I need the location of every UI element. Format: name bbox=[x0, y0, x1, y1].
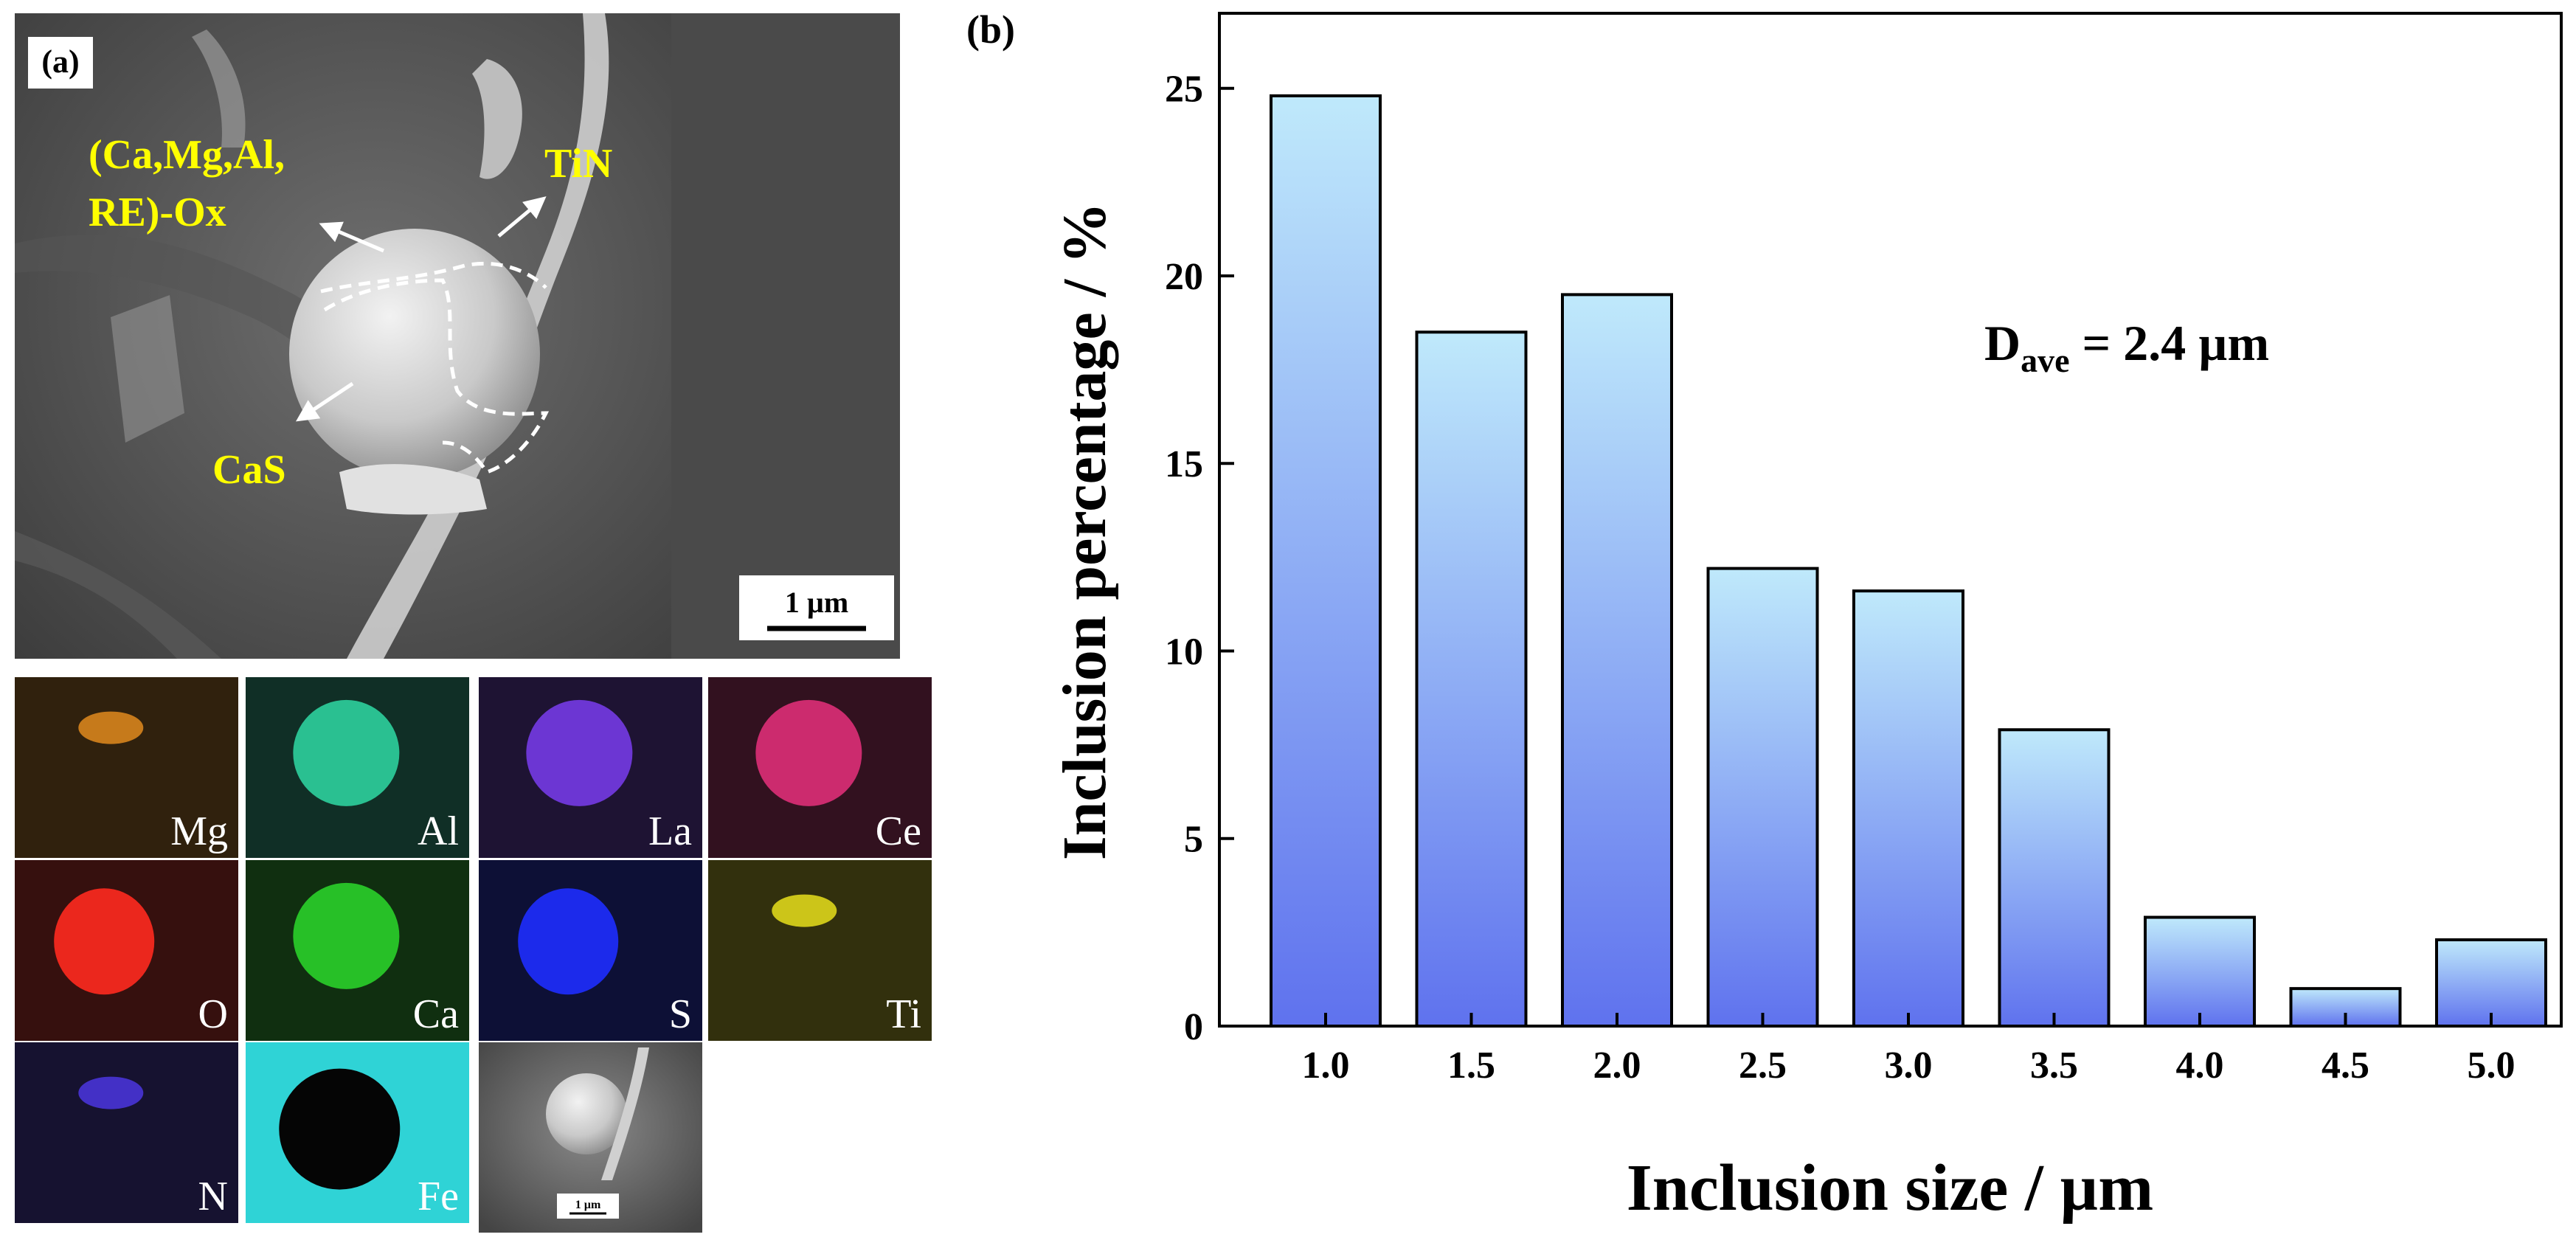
panel-a-label-box bbox=[28, 37, 93, 89]
y-tick-label: 20 bbox=[1165, 256, 1203, 298]
x-tick-label: 2.0 bbox=[1593, 1045, 1641, 1087]
x-tick-label: 5.0 bbox=[2468, 1045, 2516, 1087]
bar-2.5 bbox=[1706, 567, 1819, 1028]
map-label-s: S bbox=[669, 991, 692, 1037]
map-tile-al: Al bbox=[246, 677, 469, 858]
map-label-la: La bbox=[648, 808, 692, 854]
bar-1.0 bbox=[1270, 94, 1382, 1028]
map-label-n: N bbox=[198, 1174, 228, 1219]
x-tick-label: 1.0 bbox=[1302, 1045, 1350, 1087]
map-label-o: O bbox=[198, 991, 228, 1037]
map-tile-ti: Ti bbox=[708, 860, 932, 1041]
x-tick-label: 4.0 bbox=[2176, 1045, 2224, 1087]
y-tick-label: 15 bbox=[1165, 443, 1203, 485]
bars bbox=[1270, 94, 2547, 1028]
panel-b-label: (b) bbox=[966, 7, 1015, 52]
x-tick-label: 2.5 bbox=[1739, 1045, 1787, 1087]
map-tile-fe: Fe bbox=[246, 1042, 469, 1223]
y-tick-label: 0 bbox=[1184, 1006, 1203, 1048]
map-label-ti: Ti bbox=[886, 991, 921, 1037]
bar-3.5 bbox=[1998, 728, 2111, 1028]
map-label-al: Al bbox=[418, 808, 459, 854]
panel-a-label: (a) bbox=[41, 44, 79, 80]
map-label-ca: Ca bbox=[413, 991, 459, 1037]
map-tile-ca: Ca bbox=[246, 860, 469, 1041]
sem-image-right bbox=[671, 13, 900, 659]
bar-2.0 bbox=[1561, 293, 1673, 1028]
inclusion-sphere bbox=[289, 229, 540, 479]
bar-4.0 bbox=[2144, 915, 2256, 1028]
dave-sub: ave bbox=[2021, 342, 2069, 379]
x-tick-label: 4.5 bbox=[2321, 1045, 2369, 1087]
map-label-mg: Mg bbox=[170, 808, 228, 854]
map-tile-s: S bbox=[479, 860, 702, 1041]
bar-chart: 0 5 10 15 20 25 1.0 1.5 2.0 2.5 3.0 3.5 4.0 4.5 5.0 I… bbox=[1050, 12, 2563, 1225]
scale-bar-text: 1 µm bbox=[785, 586, 848, 619]
x-tick-label: 3.5 bbox=[2030, 1045, 2078, 1087]
sem-image: (a) (Ca,Mg,Al, RE)-Ox TiN CaS 1 µm bbox=[15, 13, 894, 659]
x-tick-label: 3.0 bbox=[1885, 1045, 1933, 1087]
x-axis-label: Inclusion size / µm bbox=[1627, 1151, 2153, 1225]
x-tick-label: 1.5 bbox=[1447, 1045, 1495, 1087]
map-label-fe: Fe bbox=[418, 1174, 459, 1219]
map-tile-n: N bbox=[15, 1042, 238, 1223]
element-maps: Mg Al La Ce O Ca S Ti N Fe bbox=[15, 677, 932, 1223]
bar-1.5 bbox=[1415, 330, 1528, 1028]
oxide-label-line2: RE)-Ox bbox=[89, 190, 226, 235]
map-label-ce: Ce bbox=[876, 808, 921, 854]
dave-main: D bbox=[1984, 315, 2021, 371]
tin-label: TiN bbox=[544, 141, 612, 187]
plot-frame bbox=[1218, 12, 2563, 1028]
sem-thumbnail: 1 µm bbox=[479, 1042, 702, 1233]
y-axis: 0 5 10 15 20 25 bbox=[1165, 69, 1234, 1048]
y-axis-label: Inclusion percentage / % bbox=[1050, 202, 1119, 860]
dave-rest: = 2.4 µm bbox=[2070, 315, 2270, 371]
x-axis: 1.0 1.5 2.0 2.5 3.0 3.5 4.0 4.5 5.0 bbox=[1302, 1013, 2516, 1087]
map-tile-la: La bbox=[479, 677, 702, 858]
map-tile-o: O bbox=[15, 860, 238, 1041]
y-tick-label: 25 bbox=[1165, 69, 1203, 111]
bar-3.0 bbox=[1852, 589, 1964, 1028]
oxide-label-line1: (Ca,Mg,Al, bbox=[89, 132, 285, 178]
cas-label: CaS bbox=[212, 447, 286, 493]
map-tile-ce: Ce bbox=[708, 677, 932, 858]
dave-annotation: Dave = 2.4 µm bbox=[1984, 315, 2269, 379]
thumb-scale-label: 1 µm bbox=[575, 1199, 601, 1211]
y-tick-label: 5 bbox=[1184, 819, 1203, 861]
y-tick-label: 10 bbox=[1165, 631, 1203, 673]
map-tile-mg: Mg bbox=[15, 677, 238, 858]
